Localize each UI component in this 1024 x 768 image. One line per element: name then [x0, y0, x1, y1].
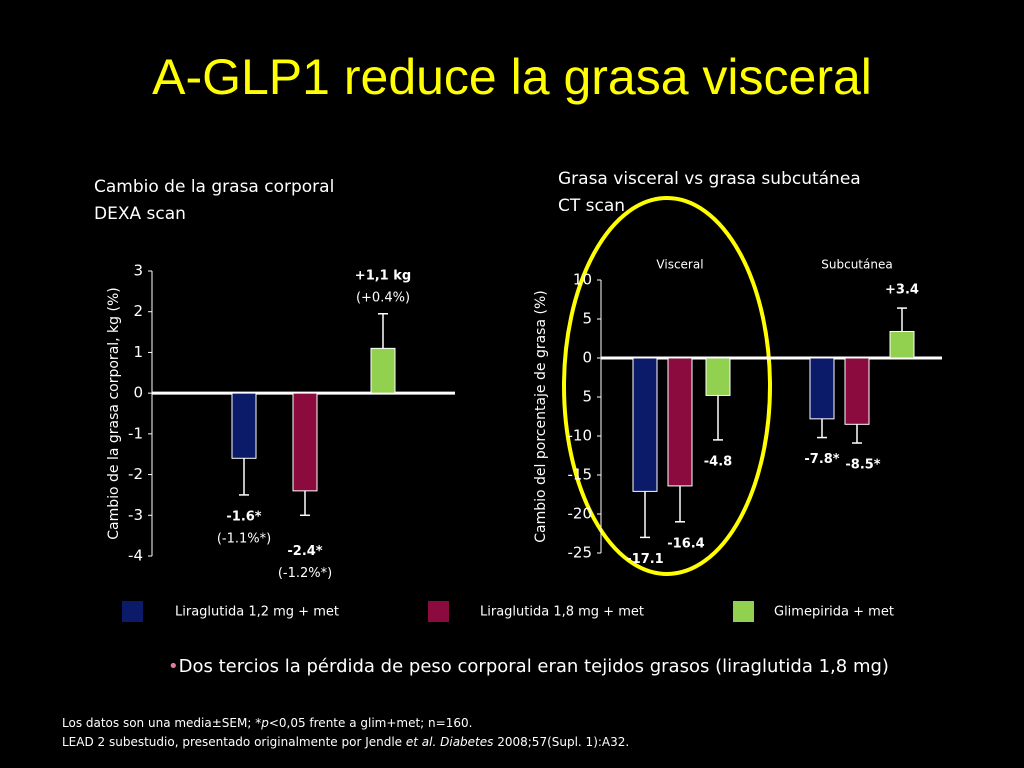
legend-label: Liraglutida 1,8 mg + met	[480, 605, 644, 620]
y-tick-label: -4	[128, 547, 143, 565]
value-label: -2.4*	[287, 544, 322, 559]
value-sublabel: (+0.4%)	[356, 290, 410, 305]
footnote-text: <0,05 frente a glim+met; n=160.	[268, 716, 473, 730]
y-tick-label: 1	[133, 343, 143, 361]
bar	[705, 357, 731, 396]
y-tick-label: 0	[582, 349, 592, 367]
value-sublabel: (-1.1%*)	[217, 531, 271, 546]
y-axis-label: Cambio del porcentaje de grasa (%)	[533, 290, 549, 542]
y-tick-label: 5	[582, 388, 592, 406]
y-tick-label: 5	[582, 310, 592, 328]
y-tick-label: -20	[568, 505, 593, 523]
legend-swatch	[733, 601, 754, 622]
bar	[231, 392, 257, 459]
value-label: -4.8	[704, 454, 732, 469]
highlight-ellipse	[562, 196, 772, 576]
y-tick-label: 0	[133, 384, 143, 402]
footnote: Los datos son una media±SEM; *p<0,05 fre…	[62, 716, 472, 730]
value-sublabel: (-1.2%*)	[278, 566, 332, 581]
value-label: -17.1	[626, 552, 663, 567]
footnote-text: Los datos son una media±SEM; *	[62, 716, 262, 730]
legend-swatch	[122, 601, 143, 622]
category-label: Subcutánea	[821, 258, 892, 272]
value-label: +3.4	[885, 283, 919, 298]
value-label: +1,1 kg	[355, 268, 411, 283]
footnote-text: LEAD 2 subestudio, presentado originalme…	[62, 735, 406, 749]
value-label: -16.4	[667, 536, 704, 551]
bar	[370, 347, 396, 394]
chart-title: DEXA scan	[94, 204, 186, 224]
value-label: -8.5*	[845, 458, 880, 473]
bar	[667, 357, 693, 487]
y-tick-label: -2	[128, 465, 143, 483]
category-label: Visceral	[656, 258, 703, 272]
y-tick-label: 10	[573, 271, 592, 289]
chart-title: Grasa visceral vs grasa subcutánea	[558, 169, 861, 189]
value-label: -1.6*	[226, 509, 261, 524]
legend-label: Liraglutida 1,2 mg + met	[175, 605, 339, 620]
bar	[292, 392, 318, 492]
footnote-text: p	[261, 716, 269, 730]
value-label: -7.8*	[804, 452, 839, 467]
footnote-text: et al.	[405, 735, 437, 749]
y-axis-label: Cambio de la grasa corporal, kg (%)	[106, 287, 122, 539]
legend-swatch	[428, 601, 449, 622]
bar	[809, 357, 835, 420]
legend-label: Glimepirida + met	[774, 605, 894, 620]
bar	[632, 357, 658, 492]
y-tick-label: -10	[568, 427, 593, 445]
bar	[844, 357, 870, 425]
bar	[889, 330, 915, 359]
footnote-text: 2008;57(Supl. 1):A32.	[493, 735, 630, 749]
y-tick-label: -1	[128, 424, 143, 442]
bullet: •Dos tercios la pérdida de peso corporal…	[168, 656, 889, 677]
footnote-text: Diabetes	[440, 735, 494, 749]
y-tick-label: -15	[568, 466, 593, 484]
y-tick-label: -3	[128, 506, 143, 524]
bullet-text: Dos tercios la pérdida de peso corporal …	[178, 656, 889, 677]
chart-title: CT scan	[558, 196, 625, 216]
chart-title: Cambio de la grasa corporal	[94, 177, 334, 197]
slide-title: A-GLP1 reduce la grasa visceral	[152, 49, 872, 105]
y-tick-label: -25	[568, 544, 593, 562]
y-tick-label: 3	[133, 262, 143, 280]
y-tick-label: 2	[133, 302, 143, 320]
footnote: LEAD 2 subestudio, presentado originalme…	[62, 735, 629, 749]
